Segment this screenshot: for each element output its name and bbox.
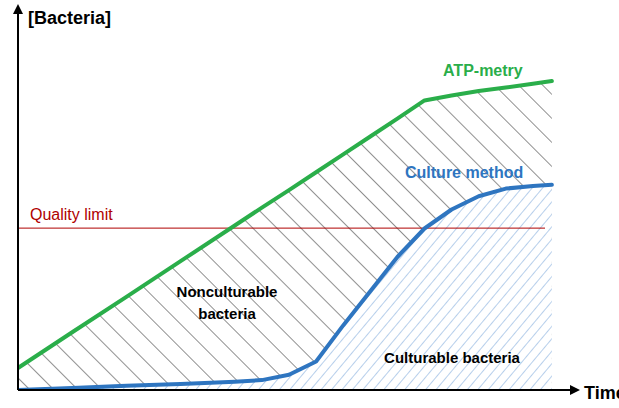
x-axis bbox=[18, 389, 572, 391]
annotation: Nonculturable bacteria bbox=[177, 283, 278, 322]
plot-area bbox=[18, 81, 552, 390]
axes bbox=[13, 4, 580, 395]
chart: [Bacteria] Time ATP-metry Culture method Qua… bbox=[0, 0, 619, 408]
culturable-area-bg bbox=[18, 185, 552, 390]
nonculturable-area bbox=[18, 81, 552, 390]
x-axis-arrow bbox=[570, 385, 580, 395]
annotation-line: bacteria bbox=[198, 305, 256, 322]
annotation: Culturable bacteria bbox=[384, 349, 521, 366]
series-line bbox=[18, 185, 552, 390]
x-axis-label: Time bbox=[584, 383, 619, 403]
y-axis-label: [Bacteria] bbox=[28, 8, 111, 28]
y-axis-arrow bbox=[13, 4, 23, 14]
quality-limit-label: Quality limit bbox=[30, 206, 113, 223]
series-line bbox=[18, 81, 552, 368]
texts: [Bacteria] Time ATP-metry Culture method Qua… bbox=[28, 8, 619, 403]
y-axis bbox=[17, 12, 19, 390]
series-label: Culture method bbox=[405, 164, 523, 181]
annotation-line: Nonculturable bbox=[177, 283, 278, 300]
series-label: ATP-metry bbox=[443, 62, 523, 79]
culturable-area bbox=[18, 185, 552, 390]
quality-limit-line bbox=[18, 228, 545, 229]
